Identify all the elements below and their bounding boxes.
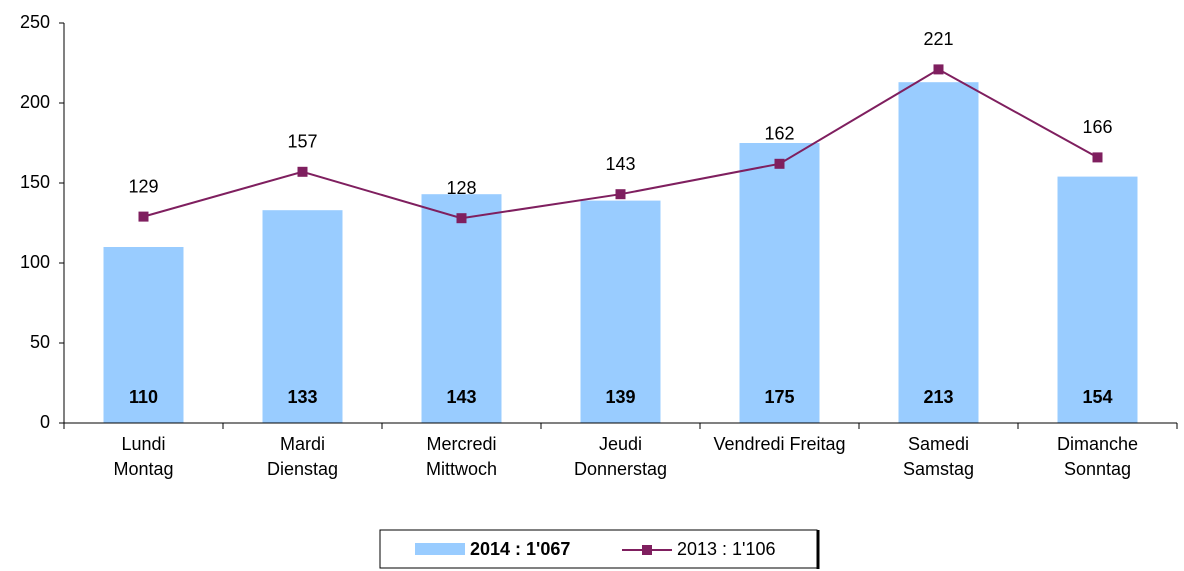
line-marker [933, 64, 944, 75]
line-marker [774, 158, 785, 169]
line-marker [138, 211, 149, 222]
line-marker [297, 166, 308, 177]
legend-marker [642, 545, 652, 555]
x-tick-label: Mittwoch [426, 459, 497, 479]
bar [421, 194, 502, 423]
y-tick-label: 200 [20, 92, 50, 112]
legend-swatch [415, 543, 465, 555]
x-tick-label: Donnerstag [574, 459, 667, 479]
x-tick-label: Mardi [280, 434, 325, 454]
bar [739, 143, 820, 423]
x-tick-label: Lundi [121, 434, 165, 454]
bar-value-label: 154 [1082, 387, 1112, 407]
bar-value-label: 110 [129, 387, 158, 407]
line-value-label: 128 [446, 178, 476, 198]
bar [103, 247, 184, 423]
bar-value-label: 133 [287, 387, 317, 407]
x-tick-label: Samstag [903, 459, 974, 479]
bar-value-label: 175 [764, 387, 794, 407]
y-tick-label: 150 [20, 172, 50, 192]
line-value-label: 166 [1082, 117, 1112, 137]
x-tick-label: Dimanche [1057, 434, 1138, 454]
x-tick-label: Montag [113, 459, 173, 479]
line-value-label: 129 [128, 176, 158, 196]
bar [262, 210, 343, 423]
bar [898, 82, 979, 423]
bar-value-label: 139 [605, 387, 635, 407]
line-marker [456, 213, 467, 224]
line-value-label: 157 [287, 132, 317, 152]
legend-label: 2014 : 1'067 [470, 539, 570, 559]
x-tick-label: Jeudi [599, 434, 642, 454]
x-tick-label: Dienstag [267, 459, 338, 479]
line-marker [1092, 152, 1103, 163]
line-value-label: 221 [923, 29, 953, 49]
y-tick-label: 250 [20, 12, 50, 32]
x-tick-label: Sonntag [1064, 459, 1131, 479]
bar-value-label: 213 [923, 387, 953, 407]
legend-label: 2013 : 1'106 [677, 539, 776, 559]
y-tick-label: 0 [40, 412, 50, 432]
line-marker [615, 189, 626, 200]
x-tick-label: Vendredi Freitag [713, 434, 845, 454]
y-tick-label: 100 [20, 252, 50, 272]
line-value-label: 162 [764, 124, 794, 144]
x-tick-label: Samedi [908, 434, 969, 454]
line-value-label: 143 [605, 154, 635, 174]
bar-value-label: 143 [446, 387, 476, 407]
bar [1057, 176, 1138, 423]
bar [580, 200, 661, 423]
x-tick-label: Mercredi [426, 434, 496, 454]
y-tick-label: 50 [30, 332, 50, 352]
